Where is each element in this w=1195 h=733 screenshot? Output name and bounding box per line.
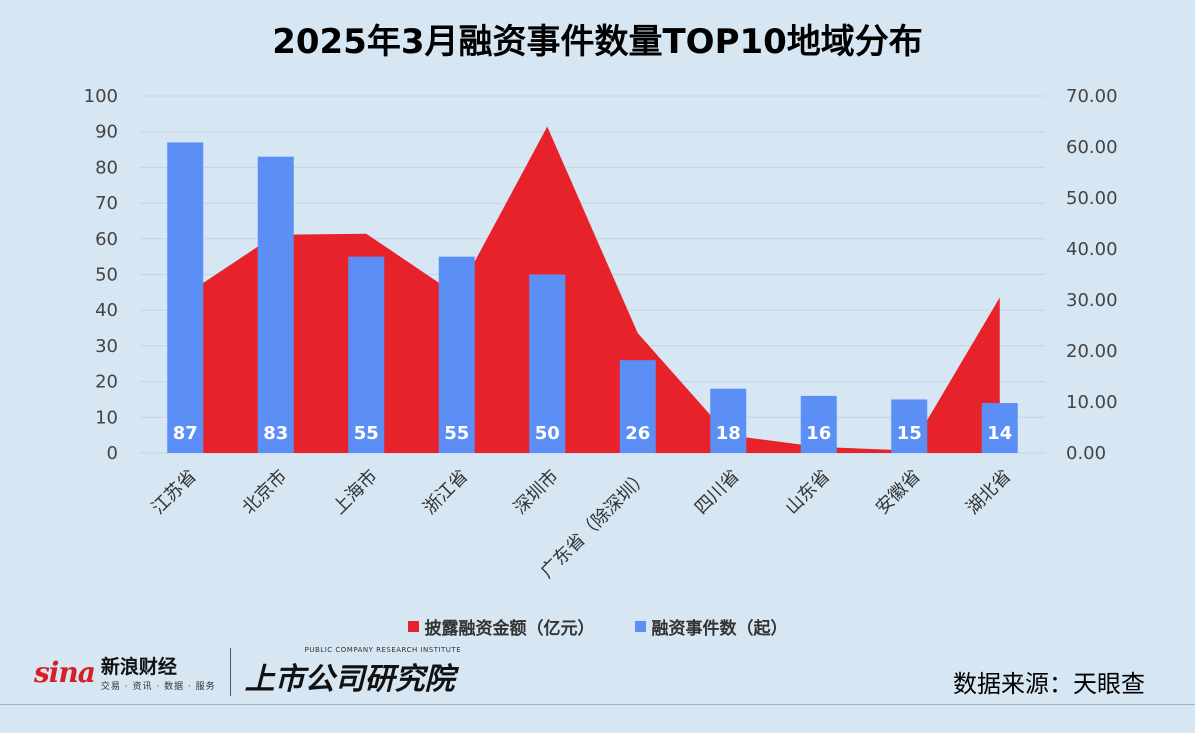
bar-data-label: 15 xyxy=(897,423,922,444)
sina-name: 新浪财经 xyxy=(100,656,177,678)
y-right-tick-label: 20.00 xyxy=(1066,341,1118,362)
x-category-label: 湖北省 xyxy=(962,466,1015,519)
bar-count xyxy=(800,395,837,453)
footer-rule xyxy=(0,704,1195,705)
y-right-tick-label: 50.00 xyxy=(1066,188,1118,209)
bar-count xyxy=(167,142,204,453)
institute-logo: PUBLIC COMPANY RESEARCH INSTITUTE 上市公司研究… xyxy=(245,646,461,698)
footer-divider xyxy=(229,648,231,696)
area-series-amount xyxy=(185,126,1000,453)
x-category-label: 四川省 xyxy=(691,466,744,519)
y-left-tick-label: 0 xyxy=(107,443,118,464)
y-right-tick-label: 40.00 xyxy=(1066,239,1118,260)
y-left-tick-label: 60 xyxy=(95,229,118,250)
legend-item-count[interactable]: 融资事件数（起） xyxy=(634,614,788,639)
bar-layer xyxy=(167,142,1018,453)
bar-data-label: 50 xyxy=(535,423,560,444)
bar-data-label: 26 xyxy=(625,423,650,444)
y-left-tick-label: 10 xyxy=(95,407,118,428)
sina-tagline: 交易 · 资讯 · 数据 · 服务 xyxy=(100,682,216,692)
sina-brand-text: 新浪财经 交易 · 资讯 · 数据 · 服务 xyxy=(101,652,216,692)
label-layer: 87 83 55 55 50 26 18 16 15 14 xyxy=(173,423,1013,444)
bar-count xyxy=(981,403,1018,453)
legend-label-amount: 披露融资金额（亿元） xyxy=(424,619,595,639)
x-category-label: 安徽省 xyxy=(872,466,925,519)
y-left-tick-label: 80 xyxy=(95,157,118,178)
bar-count xyxy=(710,388,747,453)
bar-count xyxy=(619,360,656,453)
y-left-tick-label: 90 xyxy=(95,122,118,143)
bar-data-label: 14 xyxy=(987,423,1012,444)
chart-title: 2025年3月融资事件数量TOP10地域分布 xyxy=(272,22,923,62)
bar-count xyxy=(438,256,475,453)
legend-label-count: 融资事件数（起） xyxy=(651,619,788,639)
x-category-label: 北京市 xyxy=(238,466,291,519)
x-category-label: 深圳市 xyxy=(510,466,563,519)
y-left-tick-label: 50 xyxy=(95,265,118,286)
bar-count xyxy=(891,399,928,453)
y-left-tick-label: 100 xyxy=(84,86,118,107)
y-right-tick-label: 60.00 xyxy=(1066,137,1118,158)
bar-count xyxy=(257,156,294,453)
y-left-tick-label: 40 xyxy=(95,300,118,321)
legend-item-amount[interactable]: 披露融资金额（亿元） xyxy=(407,614,595,639)
y-left-tick-label: 30 xyxy=(95,336,118,357)
data-source: 数据来源：天眼查 xyxy=(953,670,1145,698)
x-category-label: 上海市 xyxy=(329,466,382,519)
bar-data-label: 18 xyxy=(716,423,741,444)
y-left-tick-label: 20 xyxy=(95,372,118,393)
x-category-label: 浙江省 xyxy=(419,466,472,519)
institute-chinese: 上市公司研究院 xyxy=(244,662,455,697)
x-category-label: 山东省 xyxy=(781,466,834,519)
x-category-label: 江苏省 xyxy=(148,466,201,519)
bar-data-label: 16 xyxy=(806,423,831,444)
y-right-tick-label: 30.00 xyxy=(1066,290,1118,311)
sina-logo: sina xyxy=(34,655,96,689)
y-right-tick-label: 0.00 xyxy=(1066,443,1106,464)
bar-data-label: 83 xyxy=(263,423,288,444)
bar-data-label: 55 xyxy=(444,423,469,444)
institute-english: PUBLIC COMPANY RESEARCH INSTITUTE xyxy=(304,646,462,654)
bar-data-label: 55 xyxy=(354,423,379,444)
bar-data-label: 87 xyxy=(173,423,198,444)
y-right-tick-label: 70.00 xyxy=(1066,86,1118,107)
bar-count xyxy=(348,256,385,453)
legend-swatch-amount xyxy=(407,621,419,632)
y-right-tick-label: 10.00 xyxy=(1066,392,1118,413)
chart-legend: 披露融资金额（亿元） 融资事件数（起） xyxy=(0,614,1195,639)
footer-branding: sina 新浪财经 交易 · 资讯 · 数据 · 服务 PUBLIC COMPA… xyxy=(34,646,461,698)
y-left-tick-label: 70 xyxy=(95,193,118,214)
legend-swatch-count xyxy=(634,621,646,632)
area-layer xyxy=(185,126,1000,453)
bar-count xyxy=(529,274,566,453)
